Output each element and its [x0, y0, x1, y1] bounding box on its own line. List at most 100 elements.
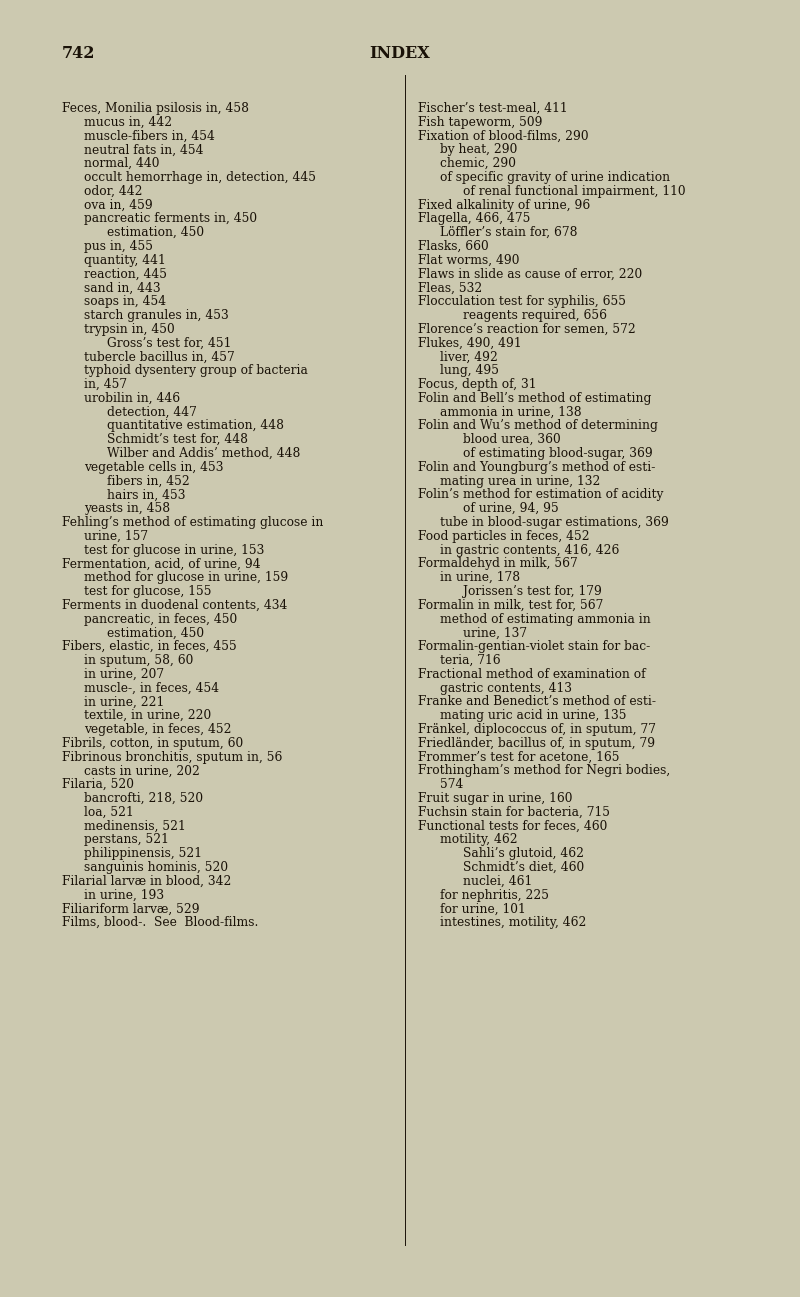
Text: Folin’s method for estimation of acidity: Folin’s method for estimation of acidity [418, 489, 663, 502]
Text: muscle-fibers in, 454: muscle-fibers in, 454 [84, 130, 215, 143]
Text: pancreatic, in feces, 450: pancreatic, in feces, 450 [84, 612, 238, 625]
Text: medinensis, 521: medinensis, 521 [84, 820, 186, 833]
Text: sanguinis hominis, 520: sanguinis hominis, 520 [84, 861, 228, 874]
Text: 742: 742 [62, 45, 95, 62]
Text: Franke and Benedict’s method of esti-: Franke and Benedict’s method of esti- [418, 695, 656, 708]
Text: Sahli’s glutoid, 462: Sahli’s glutoid, 462 [463, 847, 584, 860]
Text: test for glucose in urine, 153: test for glucose in urine, 153 [84, 543, 264, 556]
Text: teria, 716: teria, 716 [440, 654, 501, 667]
Text: urine, 137: urine, 137 [463, 626, 527, 639]
Text: casts in urine, 202: casts in urine, 202 [84, 764, 200, 777]
Text: Flasks, 660: Flasks, 660 [418, 240, 489, 253]
Text: mating uric acid in urine, 135: mating uric acid in urine, 135 [440, 709, 626, 722]
Text: Food particles in feces, 452: Food particles in feces, 452 [418, 529, 590, 543]
Text: lung, 495: lung, 495 [440, 364, 499, 377]
Text: method for glucose in urine, 159: method for glucose in urine, 159 [84, 571, 288, 584]
Text: Ferments in duodenal contents, 434: Ferments in duodenal contents, 434 [62, 599, 287, 612]
Text: Folin and Bell’s method of estimating: Folin and Bell’s method of estimating [418, 392, 651, 405]
Text: textile, in urine, 220: textile, in urine, 220 [84, 709, 211, 722]
Text: tubercle bacillus in, 457: tubercle bacillus in, 457 [84, 350, 234, 363]
Text: in urine, 178: in urine, 178 [440, 571, 520, 584]
Text: Florence’s reaction for semen, 572: Florence’s reaction for semen, 572 [418, 323, 636, 336]
Text: Gross’s test for, 451: Gross’s test for, 451 [107, 337, 231, 350]
Text: quantity, 441: quantity, 441 [84, 254, 166, 267]
Text: intestines, motility, 462: intestines, motility, 462 [440, 916, 586, 929]
Text: Fractional method of examination of: Fractional method of examination of [418, 668, 646, 681]
Text: odor, 442: odor, 442 [84, 184, 142, 198]
Text: muscle-, in feces, 454: muscle-, in feces, 454 [84, 682, 219, 695]
Text: of renal functional impairment, 110: of renal functional impairment, 110 [463, 184, 686, 198]
Text: Frommer’s test for acetone, 165: Frommer’s test for acetone, 165 [418, 751, 619, 764]
Text: reagents required, 656: reagents required, 656 [463, 309, 607, 322]
Text: of estimating blood-sugar, 369: of estimating blood-sugar, 369 [463, 447, 653, 460]
Text: Fibrils, cotton, in sputum, 60: Fibrils, cotton, in sputum, 60 [62, 737, 243, 750]
Text: estimation, 450: estimation, 450 [107, 626, 204, 639]
Text: reaction, 445: reaction, 445 [84, 267, 167, 280]
Text: Formalin-gentian-violet stain for bac-: Formalin-gentian-violet stain for bac- [418, 641, 650, 654]
Text: Schmidt’s diet, 460: Schmidt’s diet, 460 [463, 861, 584, 874]
Text: Fibers, elastic, in feces, 455: Fibers, elastic, in feces, 455 [62, 641, 237, 654]
Text: estimation, 450: estimation, 450 [107, 226, 204, 239]
Text: neutral fats in, 454: neutral fats in, 454 [84, 144, 203, 157]
Text: for urine, 101: for urine, 101 [440, 903, 526, 916]
Text: for nephritis, 225: for nephritis, 225 [440, 888, 549, 901]
Text: chemic, 290: chemic, 290 [440, 157, 516, 170]
Text: bancrofti, 218, 520: bancrofti, 218, 520 [84, 792, 203, 805]
Text: pancreatic ferments in, 450: pancreatic ferments in, 450 [84, 213, 257, 226]
Text: Functional tests for feces, 460: Functional tests for feces, 460 [418, 820, 607, 833]
Text: gastric contents, 413: gastric contents, 413 [440, 682, 572, 695]
Text: Formaldehyd in milk, 567: Formaldehyd in milk, 567 [418, 558, 578, 571]
Text: Fermentation, acid, of urine, 94: Fermentation, acid, of urine, 94 [62, 558, 261, 571]
Text: Flagella, 466, 475: Flagella, 466, 475 [418, 213, 530, 226]
Text: of urine, 94, 95: of urine, 94, 95 [463, 502, 558, 515]
Text: Jorissen’s test for, 179: Jorissen’s test for, 179 [463, 585, 602, 598]
Text: yeasts in, 458: yeasts in, 458 [84, 502, 170, 515]
Text: loa, 521: loa, 521 [84, 805, 134, 818]
Text: quantitative estimation, 448: quantitative estimation, 448 [107, 419, 284, 432]
Text: Fuchsin stain for bacteria, 715: Fuchsin stain for bacteria, 715 [418, 805, 610, 818]
Text: Flukes, 490, 491: Flukes, 490, 491 [418, 337, 522, 350]
Text: 574: 574 [440, 778, 463, 791]
Text: Fehling’s method of estimating glucose in: Fehling’s method of estimating glucose i… [62, 516, 323, 529]
Text: in sputum, 58, 60: in sputum, 58, 60 [84, 654, 194, 667]
Text: detection, 447: detection, 447 [107, 406, 197, 419]
Text: ova in, 459: ova in, 459 [84, 198, 153, 211]
Text: perstans, 521: perstans, 521 [84, 834, 169, 847]
Text: INDEX: INDEX [370, 45, 430, 62]
Text: motility, 462: motility, 462 [440, 834, 518, 847]
Text: Fish tapeworm, 509: Fish tapeworm, 509 [418, 115, 542, 128]
Text: of specific gravity of urine indication: of specific gravity of urine indication [440, 171, 670, 184]
Text: nuclei, 461: nuclei, 461 [463, 874, 532, 888]
Text: urine, 157: urine, 157 [84, 529, 148, 543]
Text: Wilber and Addis’ method, 448: Wilber and Addis’ method, 448 [107, 447, 300, 460]
Text: Fixation of blood-films, 290: Fixation of blood-films, 290 [418, 130, 589, 143]
Text: philippinensis, 521: philippinensis, 521 [84, 847, 202, 860]
Text: mating urea in urine, 132: mating urea in urine, 132 [440, 475, 600, 488]
Text: urobilin in, 446: urobilin in, 446 [84, 392, 180, 405]
Text: Focus, depth of, 31: Focus, depth of, 31 [418, 377, 537, 390]
Text: Löffler’s stain for, 678: Löffler’s stain for, 678 [440, 226, 578, 239]
Text: hairs in, 453: hairs in, 453 [107, 489, 186, 502]
Text: test for glucose, 155: test for glucose, 155 [84, 585, 211, 598]
Text: in, 457: in, 457 [84, 377, 127, 390]
Text: fibers in, 452: fibers in, 452 [107, 475, 190, 488]
Text: Fischer’s test-meal, 411: Fischer’s test-meal, 411 [418, 102, 568, 115]
Text: Fruit sugar in urine, 160: Fruit sugar in urine, 160 [418, 792, 573, 805]
Text: Frothingham’s method for Negri bodies,: Frothingham’s method for Negri bodies, [418, 764, 670, 777]
Text: Filiariform larvæ, 529: Filiariform larvæ, 529 [62, 903, 200, 916]
Text: method of estimating ammonia in: method of estimating ammonia in [440, 612, 650, 625]
Text: vegetable, in feces, 452: vegetable, in feces, 452 [84, 722, 231, 735]
Text: in urine, 207: in urine, 207 [84, 668, 164, 681]
Text: soaps in, 454: soaps in, 454 [84, 296, 166, 309]
Text: Filaria, 520: Filaria, 520 [62, 778, 134, 791]
Text: by heat, 290: by heat, 290 [440, 144, 518, 157]
Text: Formalin in milk, test for, 567: Formalin in milk, test for, 567 [418, 599, 603, 612]
Text: ammonia in urine, 138: ammonia in urine, 138 [440, 406, 582, 419]
Text: Folin and Wu’s method of determining: Folin and Wu’s method of determining [418, 419, 658, 432]
Text: Fibrinous bronchitis, sputum in, 56: Fibrinous bronchitis, sputum in, 56 [62, 751, 282, 764]
Text: sand in, 443: sand in, 443 [84, 281, 161, 294]
Text: liver, 492: liver, 492 [440, 350, 498, 363]
Text: Fränkel, diplococcus of, in sputum, 77: Fränkel, diplococcus of, in sputum, 77 [418, 722, 656, 735]
Text: Fixed alkalinity of urine, 96: Fixed alkalinity of urine, 96 [418, 198, 590, 211]
Text: Friedländer, bacillus of, in sputum, 79: Friedländer, bacillus of, in sputum, 79 [418, 737, 655, 750]
